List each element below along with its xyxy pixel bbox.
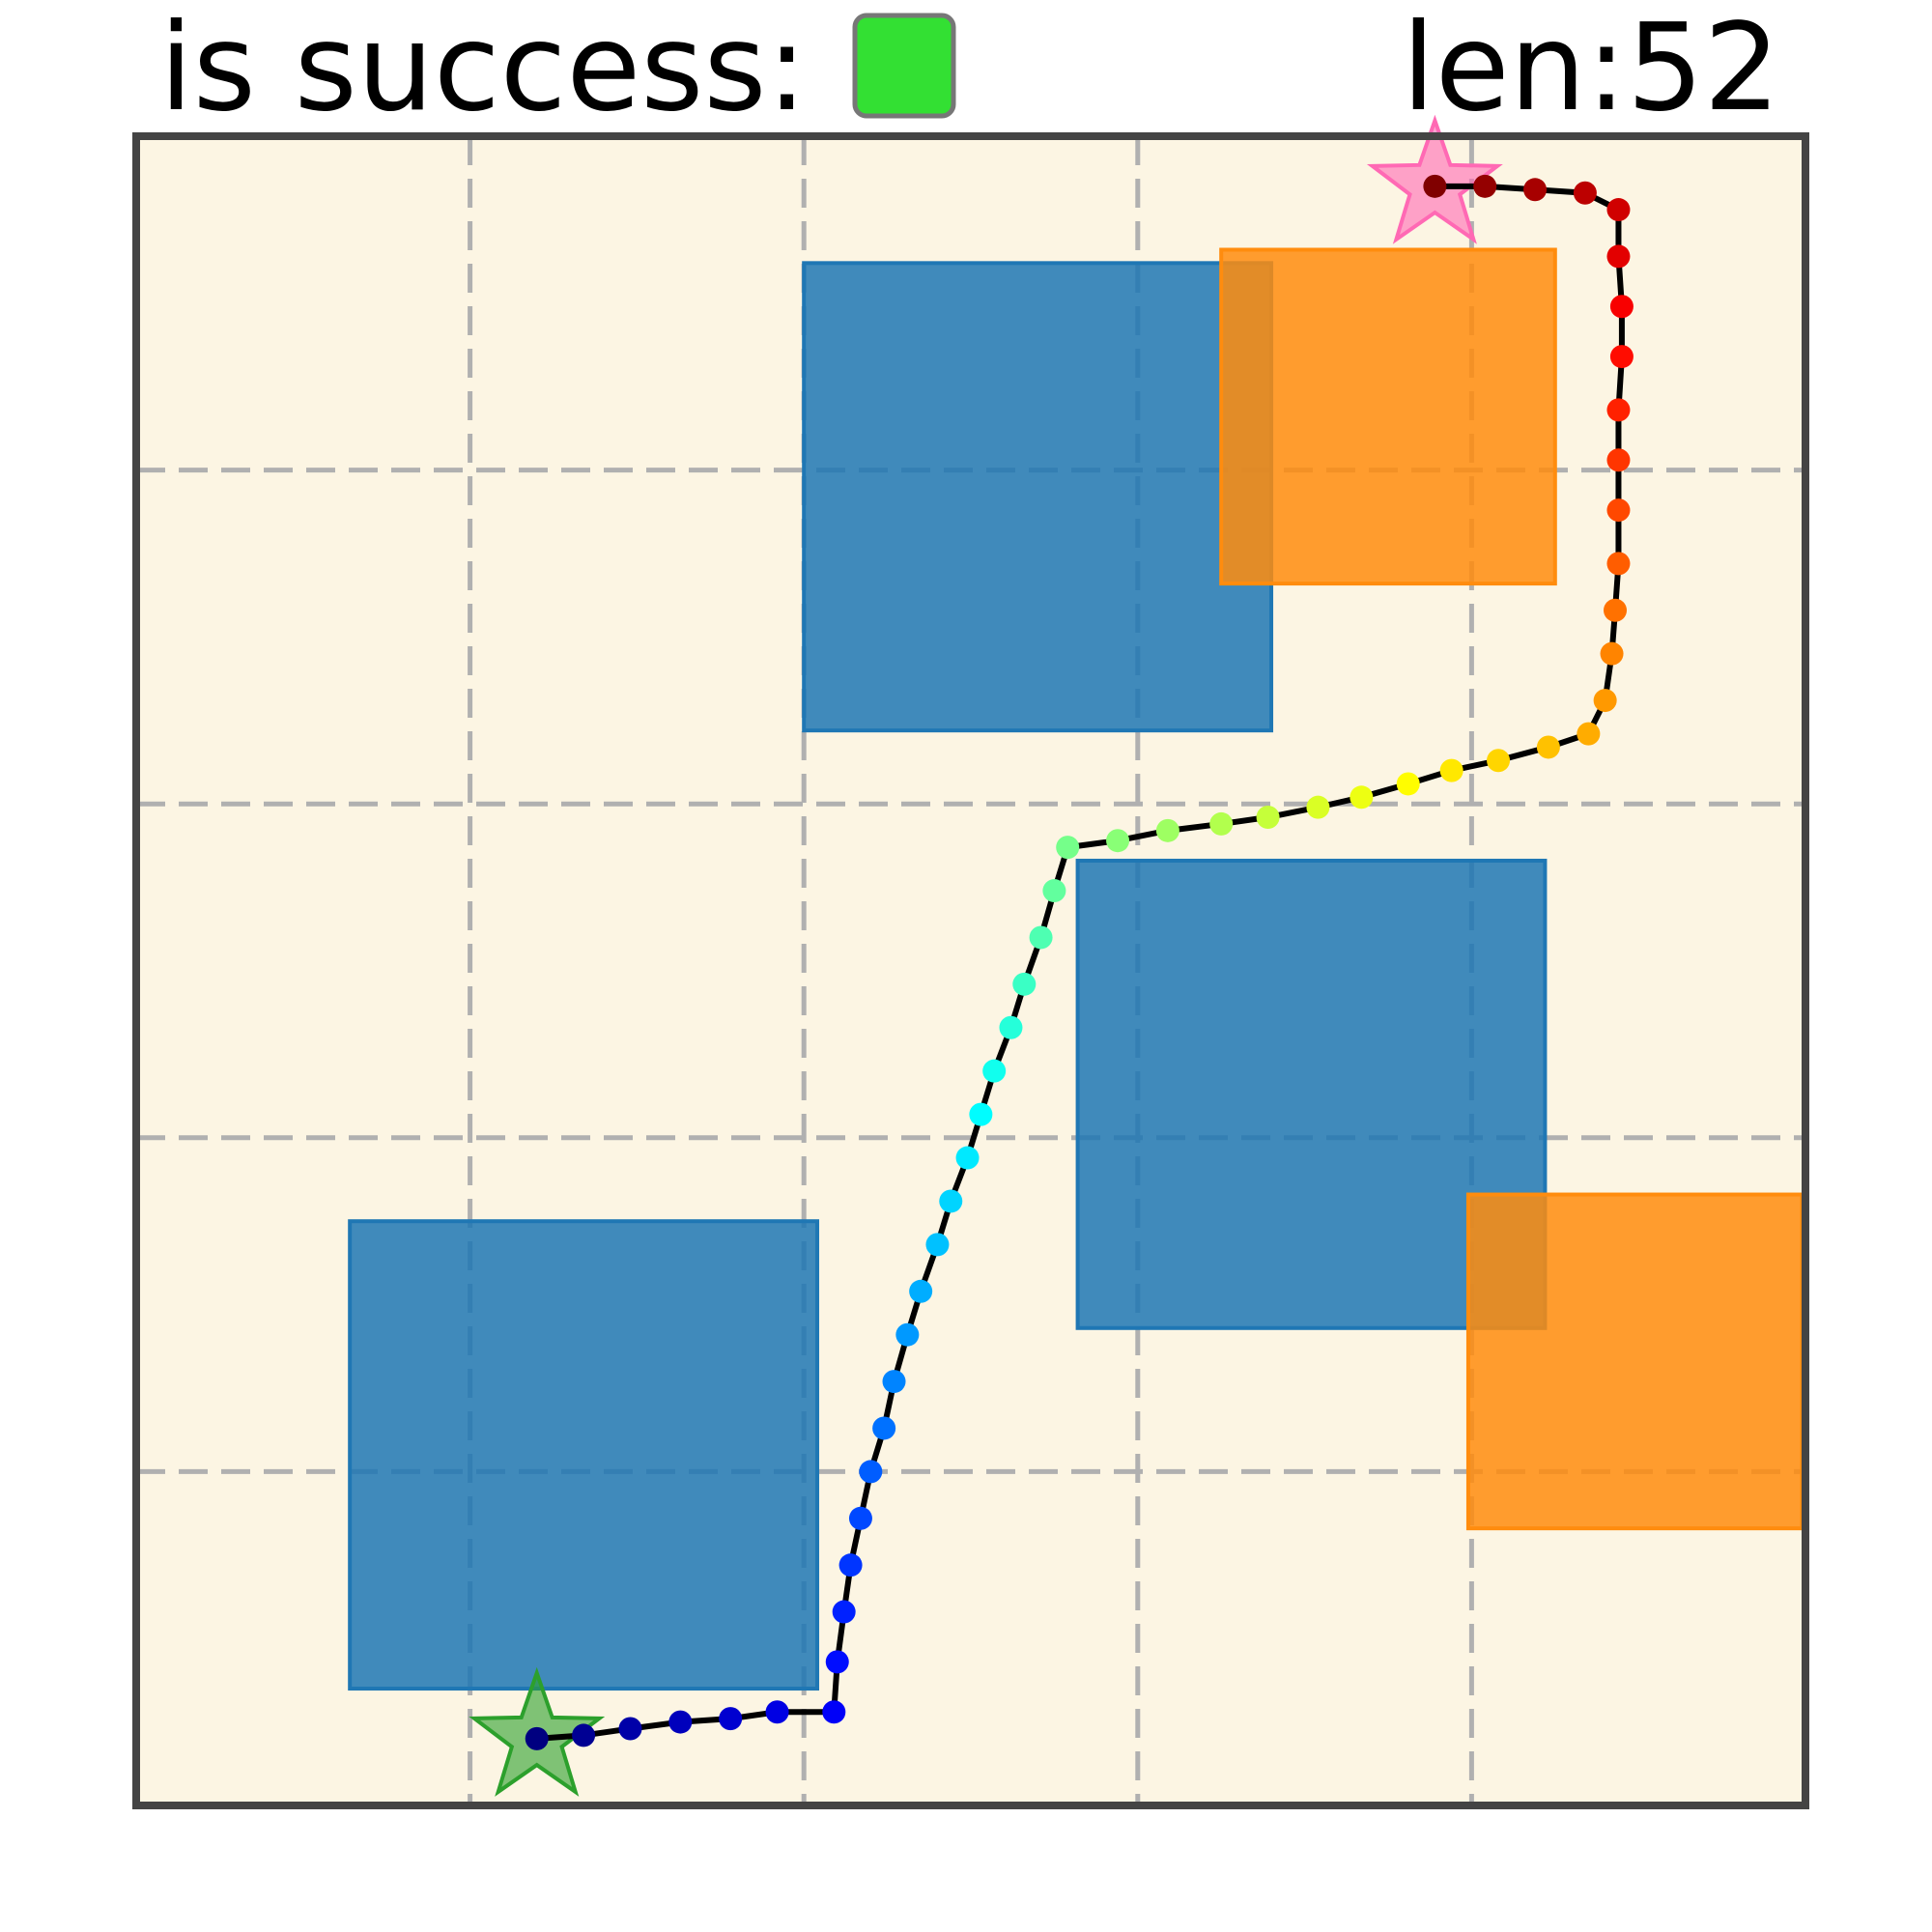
trajectory-point	[618, 1717, 642, 1741]
trajectory-point	[1396, 772, 1420, 796]
trajectory-point	[1606, 448, 1631, 472]
trajectory-point	[1573, 181, 1597, 205]
trajectory-point	[1012, 972, 1037, 996]
trajectory-point	[859, 1460, 883, 1484]
obstacle	[1219, 247, 1557, 586]
trajectory-point	[1606, 552, 1631, 576]
trajectory-point	[1536, 735, 1560, 759]
obstacle	[348, 1219, 820, 1691]
obstacle	[1465, 1192, 1804, 1531]
trajectory-point	[848, 1506, 872, 1530]
trajectory-point	[1593, 689, 1617, 713]
trajectory-point	[1523, 178, 1548, 202]
trajectory-point	[1056, 836, 1080, 860]
trajectory-point	[1606, 198, 1631, 222]
trajectory-point	[1606, 244, 1631, 269]
trajectory-point	[1606, 498, 1631, 523]
trajectory-point	[719, 1707, 743, 1731]
trajectory-point	[1155, 818, 1179, 842]
trajectory-point	[1042, 879, 1066, 903]
trajectory-point	[1029, 925, 1053, 950]
trajectory-point	[838, 1553, 863, 1577]
trajectory-point	[925, 1233, 950, 1257]
trajectory-point	[969, 1102, 993, 1126]
trajectory-point	[1256, 806, 1280, 830]
trajectory-point	[1606, 398, 1631, 422]
trajectory-point	[1423, 174, 1447, 198]
trajectory-point	[1609, 345, 1634, 369]
trajectory-point	[825, 1650, 849, 1674]
trajectory-point	[909, 1279, 933, 1303]
map-frame	[132, 132, 1809, 1809]
trajectory-point	[832, 1600, 856, 1624]
trajectory-point	[1487, 749, 1511, 773]
length-label: len:52	[1402, 0, 1780, 138]
trajectory-point	[1604, 598, 1628, 622]
trajectory-point	[999, 1015, 1023, 1039]
trajectory-point	[939, 1189, 963, 1213]
trajectory-point	[1209, 811, 1234, 836]
trajectory-point	[882, 1370, 906, 1394]
trajectory-line	[536, 183, 1625, 1742]
trajectory-point	[895, 1322, 920, 1347]
trajectory-point	[1306, 795, 1330, 819]
success-label: is success:	[159, 0, 808, 138]
trajectory-point	[982, 1059, 1007, 1083]
trajectory-point	[525, 1726, 549, 1750]
trajectory-point	[955, 1146, 980, 1170]
trajectory-point	[668, 1710, 693, 1734]
trajectory-point	[765, 1700, 789, 1724]
trajectory-point	[822, 1700, 846, 1724]
success-indicator	[852, 13, 956, 119]
trajectory-point	[1106, 829, 1130, 853]
trajectory-point	[1439, 758, 1463, 782]
trajectory-point	[1350, 785, 1374, 810]
obstacle	[802, 261, 1274, 733]
trajectory-point	[1473, 174, 1497, 198]
trajectory-point	[572, 1723, 596, 1747]
trajectory-point	[872, 1416, 896, 1440]
trajectory-point	[1609, 295, 1634, 319]
trajectory-point	[1600, 641, 1624, 666]
trajectory-point	[1577, 722, 1601, 746]
